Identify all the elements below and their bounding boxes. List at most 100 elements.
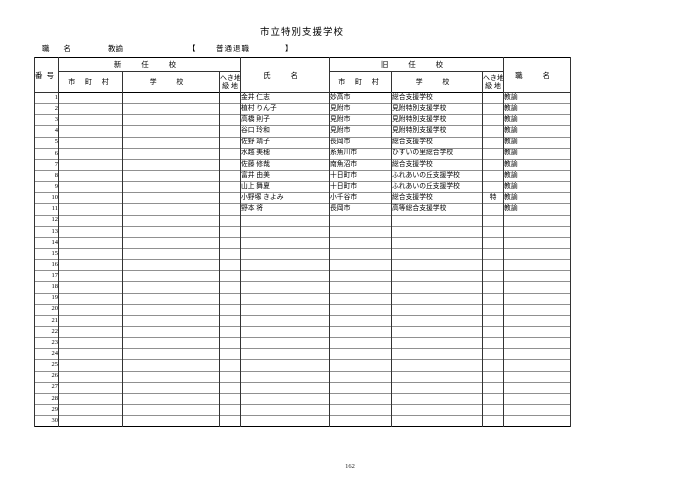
job-title-cell: 教諭 [503, 169, 572, 182]
name-cell: 高橋 則子 [240, 114, 331, 126]
new-city-cell [58, 370, 123, 383]
retirement-type: 普通退職 [216, 44, 250, 53]
name-cell [240, 325, 331, 338]
table-row: 10 小野塚 きよみ 小千谷市 総合支援学校特教諭 [34, 192, 572, 204]
hekichi-line1: へき地 [220, 73, 241, 82]
new-school-cell [122, 203, 220, 216]
name-cell: 植村 りん子 [240, 103, 331, 115]
new-hekichi-grade-cell [218, 381, 242, 394]
new-hekichi-grade-cell [218, 214, 242, 227]
job-title-cell: 教諭 [503, 192, 572, 204]
new-school-cell [122, 325, 220, 338]
table-row: 13 [34, 225, 572, 238]
table-row: 23 [34, 337, 572, 349]
new-hekichi-grade-cell [218, 259, 242, 271]
table-row: 8 富井 由美 十日町市 ふれあいの丘支援学校 教諭 [34, 169, 572, 182]
job-title-cell [503, 225, 572, 238]
new-hekichi-grade-cell [218, 192, 242, 204]
new-hekichi-grade-cell [218, 158, 242, 171]
new-city-cell [58, 348, 123, 360]
table-row: 18 [34, 281, 572, 294]
old-city-cell [329, 259, 393, 271]
old-hekichi-grade-cell [482, 381, 505, 394]
new-school-cell [122, 348, 220, 360]
old-hekichi-grade-cell [482, 292, 505, 305]
table-row: 17 [34, 270, 572, 282]
name-cell [240, 247, 331, 260]
new-hekichi-grade-cell [218, 303, 242, 316]
table-row: 29 [34, 403, 572, 416]
old-hekichi-grade-cell [482, 314, 505, 327]
new-hekichi-grade-cell [218, 325, 242, 338]
old-hekichi-grade-cell [482, 303, 505, 316]
old-school-cell [391, 281, 484, 294]
new-school-cell [122, 359, 220, 372]
new-city-cell [58, 359, 123, 372]
table-row: 11 野本 将長岡市 高等総合支援学校 教諭 [34, 203, 572, 216]
name-cell [240, 236, 331, 249]
job-title-cell [503, 403, 572, 416]
name-cell: 金井 仁志 [240, 92, 331, 104]
new-hekichi-grade-cell [218, 270, 242, 282]
old-city-cell: 十日町市 [329, 169, 393, 182]
job-title-cell [503, 292, 572, 305]
new-school-cell [122, 292, 220, 305]
name-cell: 佐野 靖子 [240, 136, 331, 149]
old-hekichi-grade-cell [482, 247, 505, 260]
job-title-cell [503, 359, 572, 372]
new-school-cell [122, 381, 220, 394]
name-cell [240, 415, 331, 427]
job-title-cell [503, 281, 572, 294]
old-hekichi-grade-cell [482, 181, 505, 193]
new-hekichi-grade-cell [218, 348, 242, 360]
new-school-cell [122, 403, 220, 416]
job-title-cell [503, 236, 572, 249]
table-row: 24 [34, 348, 572, 360]
new-school-cell [122, 314, 220, 327]
table-row: 2 植村 りん子 見附市 見附特別支援学校 教諭 [34, 103, 572, 115]
new-city-cell [58, 381, 123, 394]
old-school-cell [391, 225, 484, 238]
old-school-cell: 総合支援学校 [391, 92, 484, 104]
header-number: 番号 [34, 57, 59, 93]
table-row: 14 [34, 236, 572, 249]
old-hekichi-grade-cell [482, 370, 505, 383]
header-new-school: 学 校 [122, 71, 220, 93]
header-new-hekichi-grade: へき地 級 地 [218, 71, 242, 93]
row-number-cell: 19 [34, 292, 59, 305]
old-school-cell [391, 292, 484, 305]
row-number-cell: 3 [34, 114, 59, 126]
position-value: 教諭 [108, 44, 123, 53]
new-school-cell [122, 147, 220, 160]
new-city-cell [58, 225, 123, 238]
row-number-cell: 12 [34, 214, 59, 227]
job-title-cell [503, 348, 572, 360]
old-city-cell [329, 370, 393, 383]
old-hekichi-grade-cell [482, 359, 505, 372]
job-title-cell [503, 270, 572, 282]
bracket-close: 】 [285, 44, 293, 53]
name-cell: 佐藤 修哉 [240, 158, 331, 171]
name-cell [240, 270, 331, 282]
new-hekichi-grade-cell [218, 292, 242, 305]
new-school-cell [122, 337, 220, 349]
old-school-cell: 見附特別支援学校 [391, 114, 484, 126]
table-row: 30 [34, 415, 572, 427]
old-hekichi-grade-cell [482, 214, 505, 227]
name-cell [240, 370, 331, 383]
table-row: 1 金井 仁志 妙高市 総合支援学校 教諭 [34, 92, 572, 104]
new-school-cell [122, 125, 220, 138]
row-number-cell: 7 [34, 158, 59, 171]
header-group-row: 番号 新 任 校 氏 名 旧 任 校 職 名 [34, 57, 572, 93]
name-cell: 富井 由美 [240, 169, 331, 182]
name-cell [240, 359, 331, 372]
new-city-cell [58, 203, 123, 216]
new-city-cell [58, 270, 123, 282]
row-number-cell: 29 [34, 403, 59, 416]
name-cell [240, 337, 331, 349]
job-title-cell: 教諭 [503, 103, 572, 115]
new-school-cell [122, 114, 220, 126]
old-city-cell [329, 337, 393, 349]
old-hekichi-grade-cell [482, 203, 505, 216]
name-cell [240, 403, 331, 416]
